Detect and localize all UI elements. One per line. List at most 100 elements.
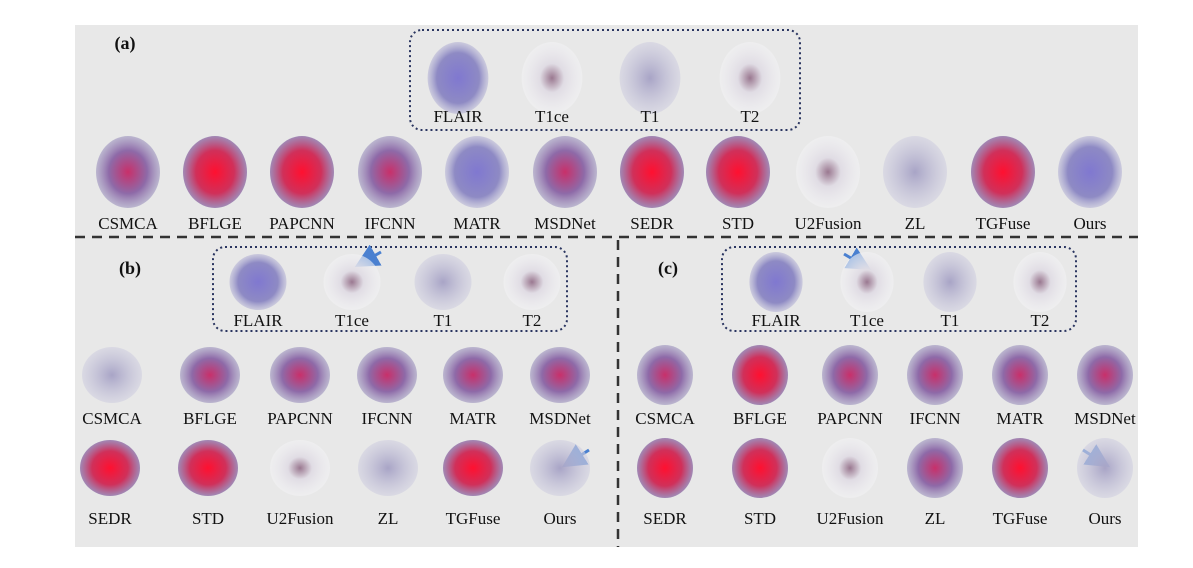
input-label: T1: [641, 107, 660, 126]
output-image: [732, 438, 788, 498]
method-label: IFCNN: [361, 409, 412, 428]
method-label: Ours: [1088, 509, 1121, 528]
output-image: [992, 438, 1048, 498]
method-label: SEDR: [88, 509, 132, 528]
output-image: [971, 136, 1035, 208]
input-label: T1ce: [535, 107, 569, 126]
method-label: CSMCA: [82, 409, 142, 428]
input-label: T2: [523, 311, 542, 330]
output-image: [907, 345, 963, 405]
method-label: STD: [744, 509, 776, 528]
method-label: MSDNet: [529, 409, 591, 428]
input-image: [619, 42, 681, 114]
method-label: PAPCNN: [267, 409, 333, 428]
method-label: MATR: [449, 409, 497, 428]
input-label: FLAIR: [433, 107, 483, 126]
input-image: [840, 252, 894, 312]
method-label: BFLGE: [183, 409, 237, 428]
input-label: T1: [434, 311, 453, 330]
method-label: CSMCA: [635, 409, 695, 428]
output-image: [82, 347, 142, 403]
output-image: [907, 438, 963, 498]
output-image: [1077, 438, 1133, 498]
output-image: [732, 345, 788, 405]
input-image: [749, 252, 803, 312]
output-image: [637, 438, 693, 498]
input-box: [212, 246, 568, 332]
output-image: [1077, 345, 1133, 405]
method-label: MATR: [453, 214, 501, 233]
output-image: [180, 347, 240, 403]
input-label: T1ce: [850, 311, 884, 330]
output-image: [706, 136, 770, 208]
method-label: PAPCNN: [269, 214, 335, 233]
input-label: T1: [941, 311, 960, 330]
method-label: STD: [722, 214, 754, 233]
method-label: TGFuse: [976, 214, 1031, 233]
method-label: ZL: [925, 509, 946, 528]
input-image: [503, 254, 561, 310]
input-label: FLAIR: [751, 311, 801, 330]
method-label: U2Fusion: [266, 509, 334, 528]
output-image: [445, 136, 509, 208]
input-image: [521, 42, 583, 114]
output-image: [530, 347, 590, 403]
panel-label: (c): [658, 258, 678, 279]
input-label: T1ce: [335, 311, 369, 330]
output-image: [796, 136, 860, 208]
output-image: [270, 347, 330, 403]
method-label: SEDR: [630, 214, 674, 233]
method-label: U2Fusion: [794, 214, 862, 233]
method-label: CSMCA: [98, 214, 158, 233]
input-image: [1013, 252, 1067, 312]
output-image: [822, 438, 878, 498]
method-label: ZL: [378, 509, 399, 528]
output-image: [992, 345, 1048, 405]
method-label: Ours: [543, 509, 576, 528]
method-label: BFLGE: [188, 214, 242, 233]
output-image: [822, 345, 878, 405]
input-box: [721, 246, 1077, 332]
output-image: [96, 136, 160, 208]
input-image: [414, 254, 472, 310]
method-label: Ours: [1073, 214, 1106, 233]
input-label: T2: [1031, 311, 1050, 330]
output-image: [443, 347, 503, 403]
method-label: IFCNN: [364, 214, 415, 233]
method-label: BFLGE: [733, 409, 787, 428]
method-label: TGFuse: [993, 509, 1048, 528]
output-image: [270, 136, 334, 208]
output-image: [183, 136, 247, 208]
method-label: U2Fusion: [816, 509, 884, 528]
output-image: [620, 136, 684, 208]
output-image: [270, 440, 330, 496]
output-image: [637, 345, 693, 405]
input-image: [427, 42, 489, 114]
output-image: [533, 136, 597, 208]
method-label: ZL: [905, 214, 926, 233]
output-image: [178, 440, 238, 496]
input-image: [923, 252, 977, 312]
method-label: STD: [192, 509, 224, 528]
method-label: MSDNet: [534, 214, 596, 233]
output-image: [358, 440, 418, 496]
output-image: [80, 440, 140, 496]
input-image: [719, 42, 781, 114]
input-image: [323, 254, 381, 310]
output-image: [1058, 136, 1122, 208]
panel-label: (a): [115, 33, 136, 54]
output-image: [358, 136, 422, 208]
method-label: MATR: [996, 409, 1044, 428]
output-image: [530, 440, 590, 496]
method-label: SEDR: [643, 509, 687, 528]
input-label: T2: [741, 107, 760, 126]
output-image: [357, 347, 417, 403]
method-label: MSDNet: [1074, 409, 1136, 428]
method-label: PAPCNN: [817, 409, 883, 428]
input-label: FLAIR: [233, 311, 283, 330]
output-image: [883, 136, 947, 208]
panel-label: (b): [119, 258, 141, 279]
method-label: TGFuse: [446, 509, 501, 528]
input-image: [229, 254, 287, 310]
